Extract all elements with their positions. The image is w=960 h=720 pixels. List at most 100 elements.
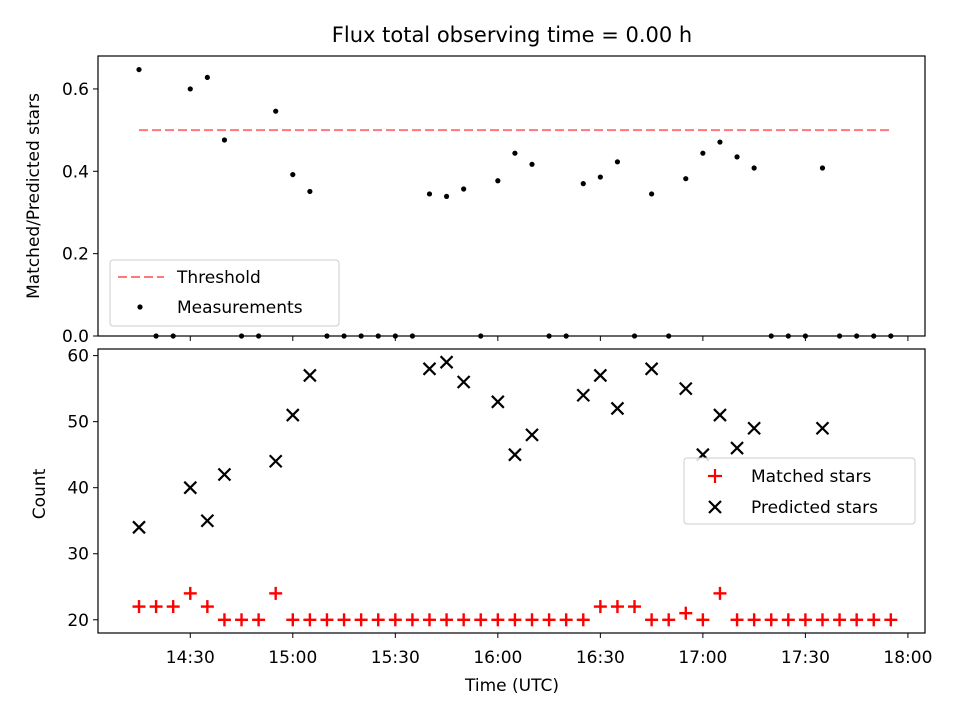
matched-legend-marker	[708, 469, 722, 483]
measurement-point	[290, 171, 296, 178]
matched-star-point	[730, 613, 744, 627]
matched-star-point	[337, 613, 351, 627]
bottom-ylabel: Count	[30, 468, 50, 519]
threshold-legend-label: Threshold	[176, 268, 261, 288]
measurement-point	[256, 333, 262, 339]
matched-star-point	[491, 613, 505, 627]
matched-star-point	[303, 613, 317, 627]
bottom-ytick-label: 40	[67, 479, 89, 499]
matched-star-point	[542, 613, 556, 627]
bottom-ytick-label: 50	[67, 413, 89, 433]
matched-star-point	[593, 600, 607, 614]
predicted-star-point	[456, 375, 471, 389]
matched-star-point	[679, 606, 693, 620]
matched-star-point	[867, 613, 881, 627]
matched-star-point	[354, 613, 368, 627]
bottom-xtick-label: 16:30	[576, 648, 625, 668]
top-ytick-label: 0.6	[62, 80, 89, 100]
predicted-star-point	[508, 447, 522, 462]
predicted-star-point	[815, 421, 830, 436]
measurement-point	[631, 333, 638, 339]
matched-star-point	[474, 613, 488, 627]
measurement-point	[153, 333, 159, 339]
measurement-point	[819, 165, 826, 171]
measurement-point	[238, 333, 245, 339]
bottom-xtick-label: 16:00	[473, 648, 522, 668]
measurement-point	[221, 137, 228, 143]
matched-star-point	[149, 600, 163, 614]
predicted-star-point	[217, 467, 232, 482]
measurement-point	[580, 181, 586, 187]
measurement-point	[649, 191, 655, 197]
predicted-star-point	[132, 520, 146, 535]
measurement-point	[512, 150, 518, 156]
predicted-star-point	[491, 395, 505, 409]
top-ylabel: Matched/Predicted stars	[24, 93, 44, 299]
top-ytick-label: 0.0	[62, 327, 89, 347]
measurement-point	[614, 159, 621, 165]
matched-star-point	[235, 613, 249, 627]
matched-star-point	[798, 613, 812, 627]
matched-star-point	[662, 613, 676, 627]
matched-star-point	[371, 613, 385, 627]
predicted-star-point	[644, 362, 659, 376]
measurements-legend-label: Measurements	[177, 298, 303, 318]
top-panel: Matched/Predicted stars 0.0 0.2 0.4 0.6	[24, 55, 926, 347]
bottom-xtick-label: 15:00	[268, 648, 317, 668]
matched-star-point	[559, 613, 573, 627]
matched-star-point	[525, 613, 539, 627]
predicted-star-point	[286, 408, 300, 422]
matched-legend-label: Matched stars	[751, 467, 871, 487]
bottom-ytick-label: 30	[67, 545, 89, 565]
bottom-xtick-label: 15:30	[371, 648, 420, 668]
measurement-point	[529, 161, 535, 167]
bottom-legend-box	[683, 457, 916, 525]
predicted-star-point	[576, 388, 591, 403]
matched-star-point	[200, 600, 214, 614]
predicted-star-point	[679, 381, 693, 396]
top-ytick-label: 0.4	[62, 162, 89, 182]
measurement-point	[683, 176, 689, 182]
predicted-star-point	[610, 401, 625, 416]
top-legend-box	[109, 259, 340, 327]
matched-star-point	[388, 613, 402, 627]
matched-star-point	[747, 613, 761, 627]
measurement-point	[204, 74, 210, 81]
matched-star-point	[422, 613, 436, 627]
bottom-xtick-label: 17:00	[678, 648, 727, 668]
measurement-point	[751, 165, 757, 171]
predicted-star-point	[422, 362, 437, 376]
measurement-point	[324, 333, 330, 339]
predicted-star-point	[525, 428, 539, 442]
matched-star-point	[183, 586, 197, 600]
bottom-ytick-label: 20	[67, 611, 89, 631]
matched-star-point	[815, 613, 829, 627]
predicted-star-point	[183, 480, 198, 495]
matched-star-point	[610, 600, 624, 614]
measurement-point	[409, 333, 415, 339]
predicted-star-point	[747, 421, 761, 436]
matched-star-point	[645, 613, 659, 627]
predicted-star-point	[303, 368, 317, 383]
measurement-point	[717, 139, 723, 145]
matched-star-point	[269, 586, 283, 600]
matched-star-point	[405, 613, 419, 627]
matched-star-point	[628, 600, 642, 614]
bottom-xlabel: Time (UTC)	[464, 676, 559, 696]
measurement-point	[392, 333, 398, 339]
matched-star-point	[440, 613, 454, 627]
measurement-point	[341, 333, 347, 339]
measurement-point	[170, 333, 176, 339]
measurement-point	[888, 333, 894, 339]
predicted-star-point	[593, 368, 608, 383]
bottom-legend: Matched stars Predicted stars	[683, 457, 916, 525]
measurement-point	[768, 333, 774, 339]
measurement-point	[785, 333, 791, 339]
measurement-point	[546, 333, 552, 339]
measurement-point	[375, 333, 381, 339]
matched-star-point	[286, 613, 300, 627]
measurement-point	[426, 191, 433, 197]
predicted-legend-marker	[708, 500, 722, 514]
measurement-point	[734, 154, 740, 160]
